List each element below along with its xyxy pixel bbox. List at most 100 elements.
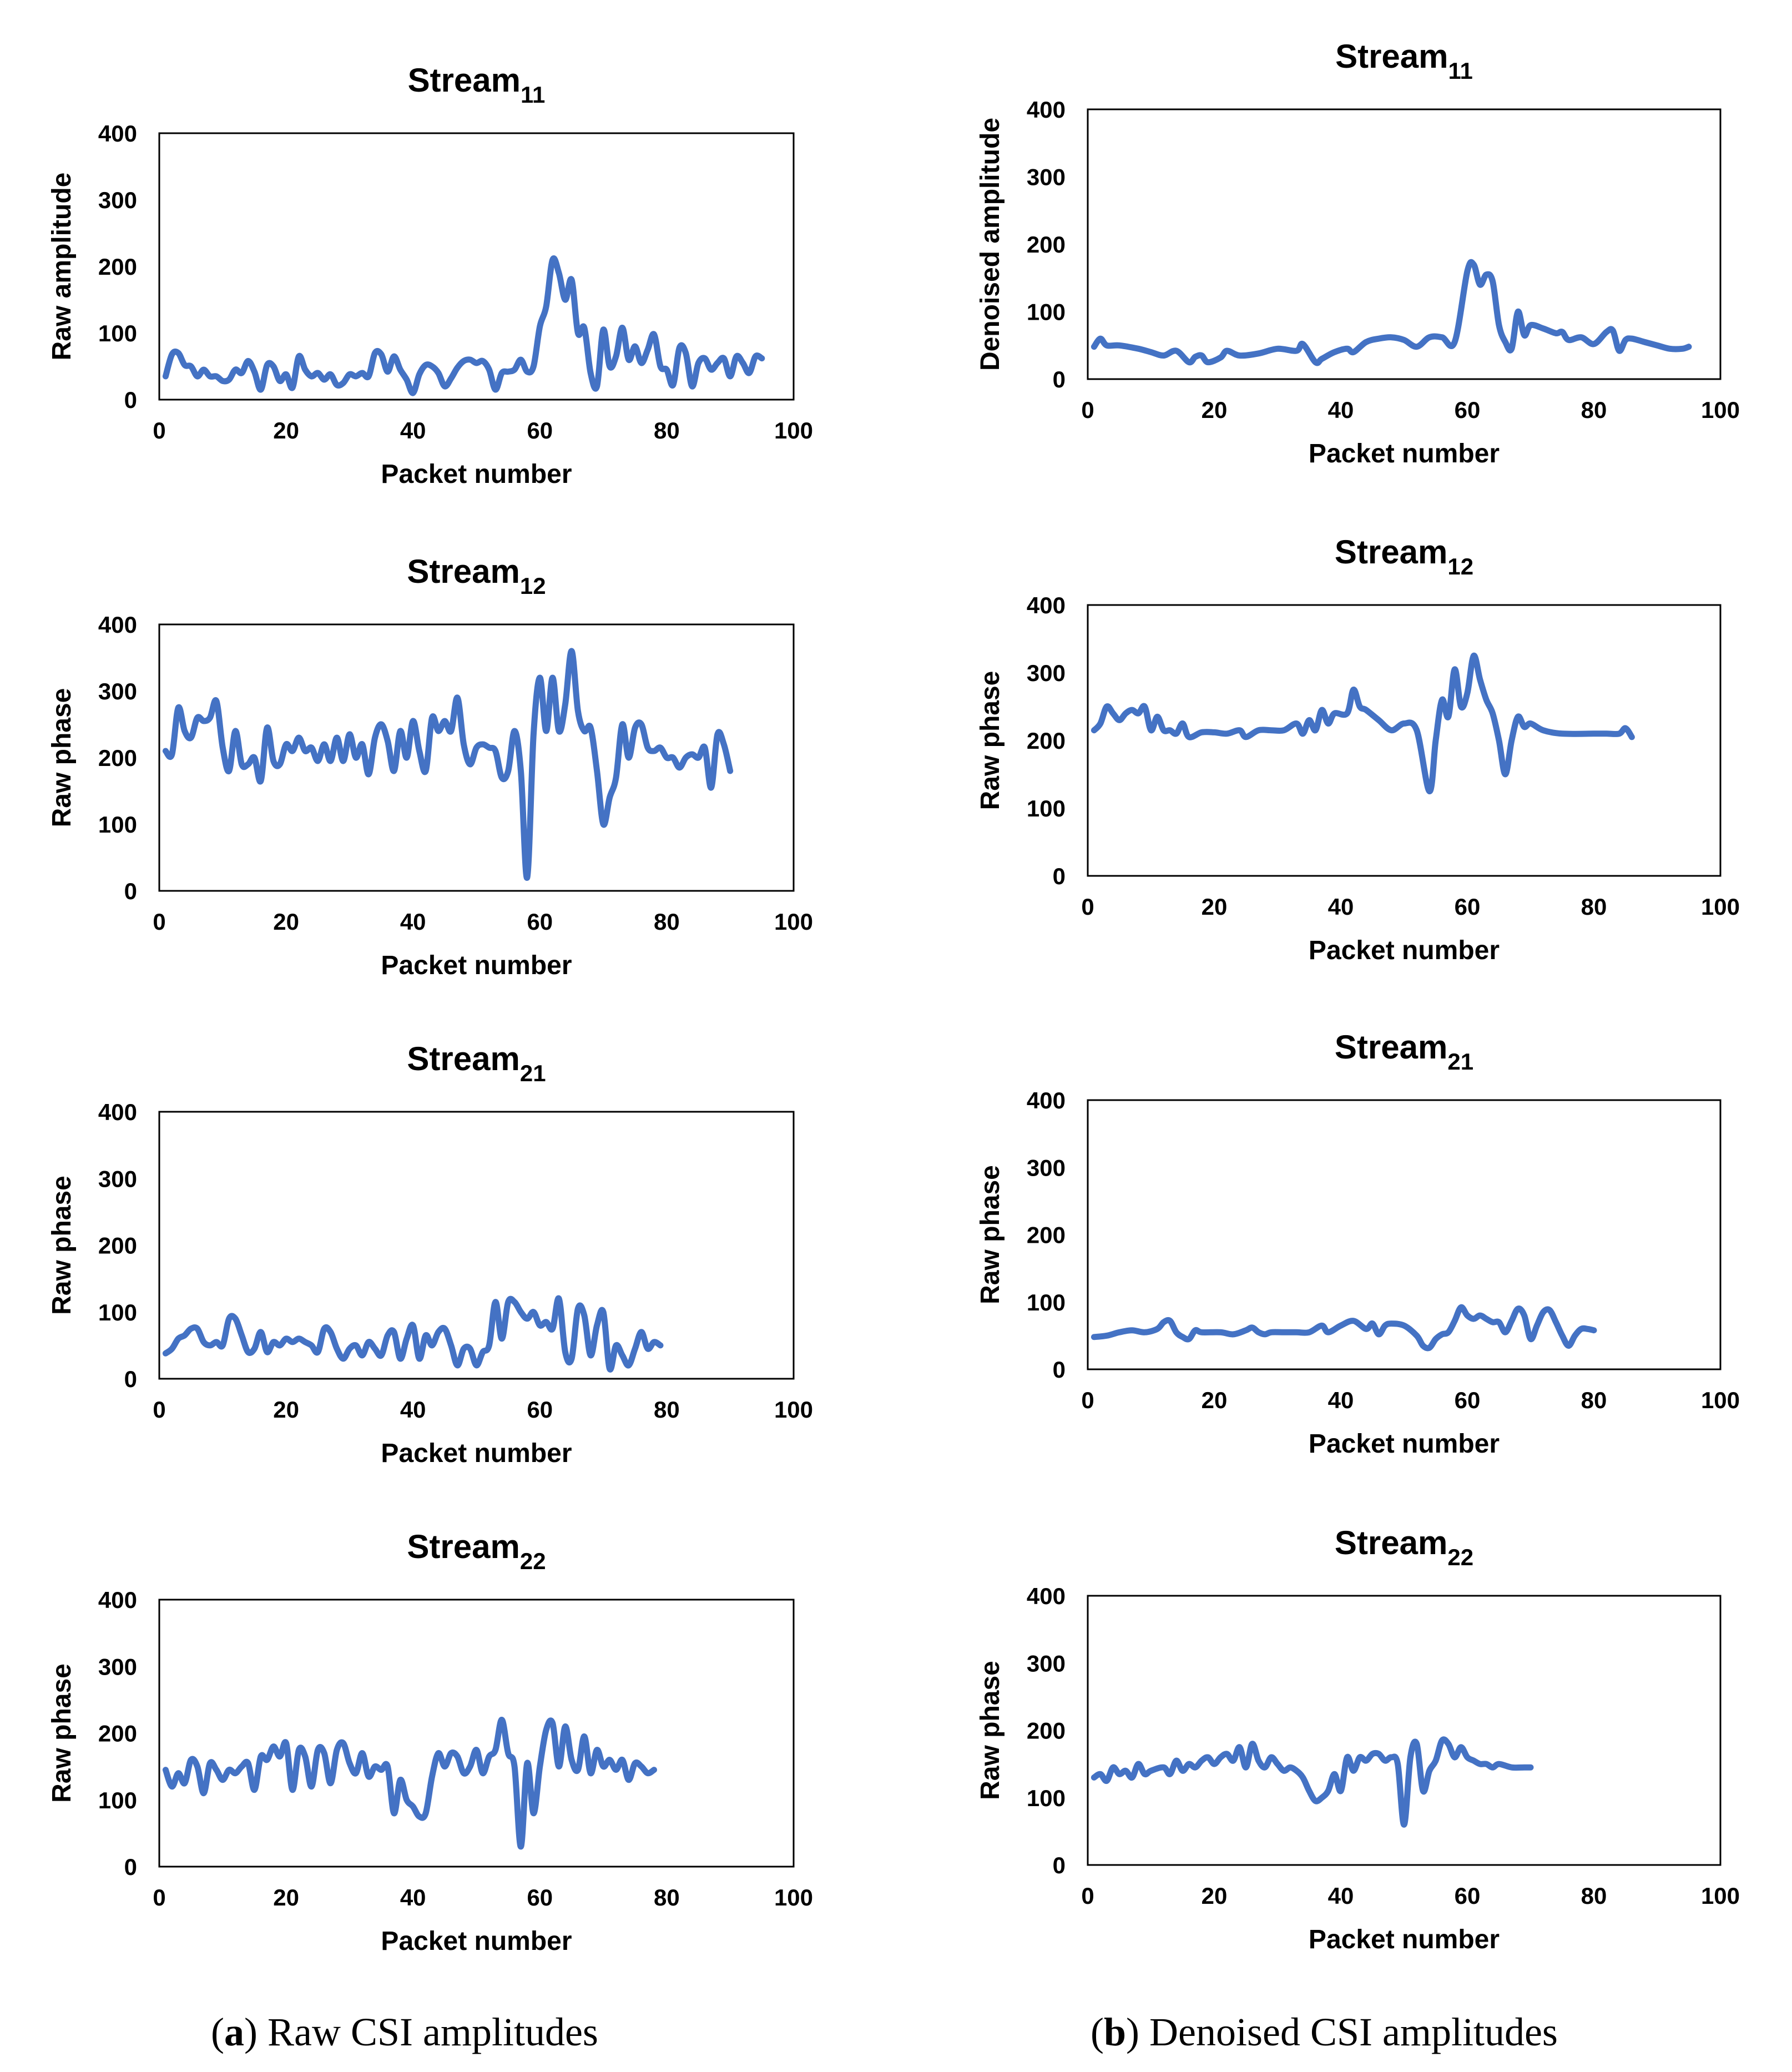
caption-b-text: Denoised CSI amplitudes [1149, 2010, 1558, 2054]
chart-5: Stream21 0 100 200 300 400 0 20 40 60 80 100 Packet … [47, 1040, 813, 1468]
y-tick-label: 200 [1027, 231, 1066, 258]
chart-title-subscript: 11 [521, 82, 545, 108]
x-tick-label: 100 [1701, 397, 1740, 423]
chart-7: Stream22 0 100 200 300 400 0 20 40 60 80 100 Packet … [47, 1528, 813, 1956]
y-tick-label: 400 [98, 1587, 137, 1613]
caption-b: (b) Denoised CSI amplitudes [1091, 2010, 1558, 2054]
y-tick-label: 100 [98, 1787, 137, 1813]
caption-b-label: b [1103, 2010, 1127, 2054]
y-tick-label: 400 [1027, 97, 1066, 123]
y-axis-label: Raw phase [976, 671, 1005, 810]
chart-title-base: Stream [1335, 1524, 1447, 1561]
y-tick-label: 300 [1027, 164, 1066, 190]
y-tick-label: 400 [1027, 592, 1066, 618]
y-axis-label: Raw phase [976, 1661, 1005, 1800]
y-tick-label: 0 [1053, 1852, 1066, 1878]
chart-title: Stream12 [407, 553, 546, 599]
chart-title: Stream11 [1335, 38, 1473, 84]
y-tick-label: 200 [98, 1721, 137, 1747]
x-tick-label: 0 [1081, 1883, 1094, 1909]
x-tick-label: 0 [1081, 397, 1094, 423]
x-tick-label: 100 [1701, 1883, 1740, 1909]
x-tick-label: 80 [1581, 397, 1607, 423]
x-tick-label: 20 [1202, 1883, 1228, 1909]
series-line [162, 255, 765, 396]
chart-title-base: Stream [407, 1040, 519, 1077]
y-axis-label: Raw phase [47, 688, 77, 828]
caption-a-text: Raw CSI amplitudes [267, 2010, 598, 2054]
x-tick-label: 0 [153, 417, 165, 443]
y-tick-label: 200 [1027, 728, 1066, 754]
chart-title: Stream21 [407, 1040, 546, 1086]
y-tick-label: 400 [1027, 1087, 1066, 1113]
chart-1: Stream11 0 100 200 300 400 0 20 40 60 80 100 Packet … [47, 62, 813, 489]
y-tick-label: 0 [124, 1366, 137, 1392]
x-axis-label: Packet number [381, 460, 572, 489]
y-tick-label: 300 [98, 187, 137, 213]
y-tick-label: 0 [124, 1854, 137, 1880]
x-tick-label: 80 [654, 417, 680, 443]
y-tick-label: 200 [98, 1233, 137, 1259]
x-tick-label: 20 [1202, 1387, 1228, 1413]
x-tick-label: 100 [774, 417, 813, 443]
x-tick-label: 40 [400, 1884, 426, 1910]
y-tick-label: 300 [98, 1653, 137, 1680]
series-line [162, 648, 734, 881]
x-tick-label: 60 [527, 417, 553, 443]
y-tick-label: 100 [98, 1299, 137, 1325]
x-axis-label: Packet number [1309, 1925, 1500, 1954]
x-axis-label: Packet number [1309, 439, 1500, 468]
x-axis-label: Packet number [381, 1927, 572, 1956]
x-tick-label: 60 [1455, 397, 1481, 423]
x-tick-label: 40 [1328, 894, 1354, 920]
y-axis-label: Denoised amplitude [976, 118, 1005, 371]
chart-title-base: Stream [407, 553, 519, 590]
chart-title-subscript: 11 [1448, 58, 1473, 84]
x-tick-label: 100 [774, 1884, 813, 1910]
x-tick-label: 0 [1081, 894, 1094, 920]
chart-2: Stream11 0 100 200 300 400 0 20 40 60 80 100 Packet … [976, 38, 1740, 468]
y-tick-label: 400 [1027, 1583, 1066, 1609]
chart-title-subscript: 12 [1447, 553, 1473, 579]
x-tick-label: 100 [1701, 894, 1740, 920]
y-tick-label: 300 [1027, 1155, 1066, 1181]
chart-title-subscript: 21 [520, 1060, 546, 1086]
y-axis-label: Raw phase [47, 1663, 77, 1803]
chart-title: Stream22 [1335, 1524, 1473, 1570]
x-tick-label: 60 [1455, 1883, 1481, 1909]
x-tick-label: 40 [1328, 1387, 1354, 1413]
chart-title: Stream21 [1335, 1029, 1473, 1075]
series-line [1091, 652, 1635, 795]
x-tick-label: 20 [273, 1884, 299, 1910]
series-line [1091, 1736, 1534, 1828]
chart-title: Stream22 [407, 1528, 546, 1574]
chart-title-subscript: 22 [520, 1548, 546, 1574]
chart-8: Stream22 0 100 200 300 400 0 20 40 60 80 100 Packet … [976, 1524, 1740, 1954]
x-tick-label: 60 [1455, 894, 1481, 920]
y-axis-label: Raw phase [47, 1176, 77, 1315]
chart-title: Stream12 [1335, 533, 1473, 579]
y-tick-label: 0 [1053, 366, 1066, 392]
x-tick-label: 80 [1581, 894, 1607, 920]
chart-title-subscript: 12 [520, 573, 546, 599]
y-tick-label: 300 [1027, 1650, 1066, 1676]
y-tick-label: 0 [1053, 863, 1066, 889]
x-tick-label: 40 [1328, 397, 1354, 423]
y-tick-label: 100 [98, 811, 137, 838]
x-tick-label: 80 [1581, 1387, 1607, 1413]
y-tick-label: 300 [1027, 660, 1066, 686]
chart-title: Stream11 [408, 62, 546, 108]
y-axis-label: Raw phase [976, 1165, 1005, 1304]
x-tick-label: 100 [774, 1397, 813, 1423]
x-tick-label: 40 [400, 909, 426, 935]
y-tick-label: 100 [1027, 1785, 1066, 1811]
x-tick-label: 0 [153, 1397, 165, 1423]
y-axis-label: Raw amplitude [47, 173, 77, 361]
x-tick-label: 100 [1701, 1387, 1740, 1413]
plot-area [1087, 604, 1722, 877]
chart-4: Stream12 0 100 200 300 400 0 20 40 60 80 100 Packet … [976, 533, 1740, 965]
x-tick-label: 40 [400, 1397, 426, 1423]
x-tick-label: 40 [1328, 1883, 1354, 1909]
caption-a-label: a [224, 2010, 244, 2054]
